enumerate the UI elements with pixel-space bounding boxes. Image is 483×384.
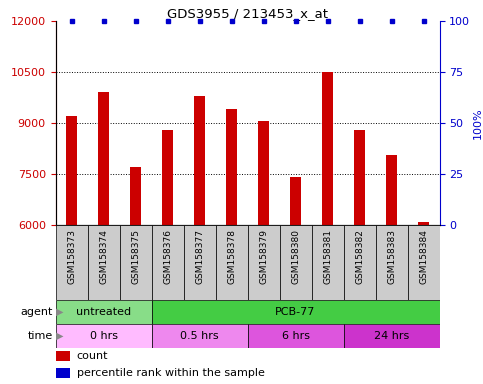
Text: 6 hrs: 6 hrs xyxy=(282,331,310,341)
Text: time: time xyxy=(28,331,53,341)
Text: count: count xyxy=(77,351,108,361)
Text: GSM158381: GSM158381 xyxy=(323,229,332,284)
Text: 24 hrs: 24 hrs xyxy=(374,331,409,341)
Bar xyxy=(343,225,376,300)
Bar xyxy=(290,177,301,225)
Text: ▶: ▶ xyxy=(56,307,64,317)
Bar xyxy=(98,93,109,225)
Bar xyxy=(56,351,70,361)
Bar xyxy=(184,225,215,300)
Bar xyxy=(226,109,237,225)
Bar xyxy=(56,300,152,324)
Bar xyxy=(418,222,429,225)
Text: GSM158383: GSM158383 xyxy=(387,229,396,284)
Text: untreated: untreated xyxy=(76,307,131,317)
Bar xyxy=(354,130,365,225)
Text: GSM158382: GSM158382 xyxy=(355,229,364,284)
Bar xyxy=(215,225,248,300)
Text: GSM158377: GSM158377 xyxy=(195,229,204,284)
Bar xyxy=(322,72,333,225)
Bar xyxy=(343,324,440,348)
Text: GSM158378: GSM158378 xyxy=(227,229,236,284)
Bar xyxy=(66,116,77,225)
Bar xyxy=(312,225,343,300)
Bar xyxy=(386,156,397,225)
Text: 0.5 hrs: 0.5 hrs xyxy=(180,331,219,341)
Bar xyxy=(258,121,269,225)
Bar xyxy=(56,368,70,377)
Text: GSM158375: GSM158375 xyxy=(131,229,140,284)
Bar xyxy=(162,130,173,225)
Text: GSM158376: GSM158376 xyxy=(163,229,172,284)
Y-axis label: 100%: 100% xyxy=(473,107,483,139)
Text: GSM158373: GSM158373 xyxy=(67,229,76,284)
Text: ▶: ▶ xyxy=(56,331,64,341)
Bar xyxy=(248,225,280,300)
Bar xyxy=(152,300,440,324)
Bar xyxy=(120,225,152,300)
Bar xyxy=(87,225,120,300)
Text: GSM158384: GSM158384 xyxy=(419,229,428,284)
Text: PCB-77: PCB-77 xyxy=(275,307,316,317)
Bar xyxy=(376,225,408,300)
Bar xyxy=(56,225,87,300)
Title: GDS3955 / 213453_x_at: GDS3955 / 213453_x_at xyxy=(167,7,328,20)
Text: GSM158379: GSM158379 xyxy=(259,229,268,284)
Text: GSM158380: GSM158380 xyxy=(291,229,300,284)
Bar xyxy=(56,324,152,348)
Bar xyxy=(152,225,184,300)
Text: GSM158374: GSM158374 xyxy=(99,229,108,284)
Text: agent: agent xyxy=(21,307,53,317)
Bar xyxy=(194,96,205,225)
Bar xyxy=(130,167,141,225)
Bar xyxy=(408,225,440,300)
Bar xyxy=(248,324,343,348)
Bar xyxy=(152,324,248,348)
Bar xyxy=(280,225,312,300)
Text: 0 hrs: 0 hrs xyxy=(89,331,117,341)
Text: percentile rank within the sample: percentile rank within the sample xyxy=(77,367,265,377)
